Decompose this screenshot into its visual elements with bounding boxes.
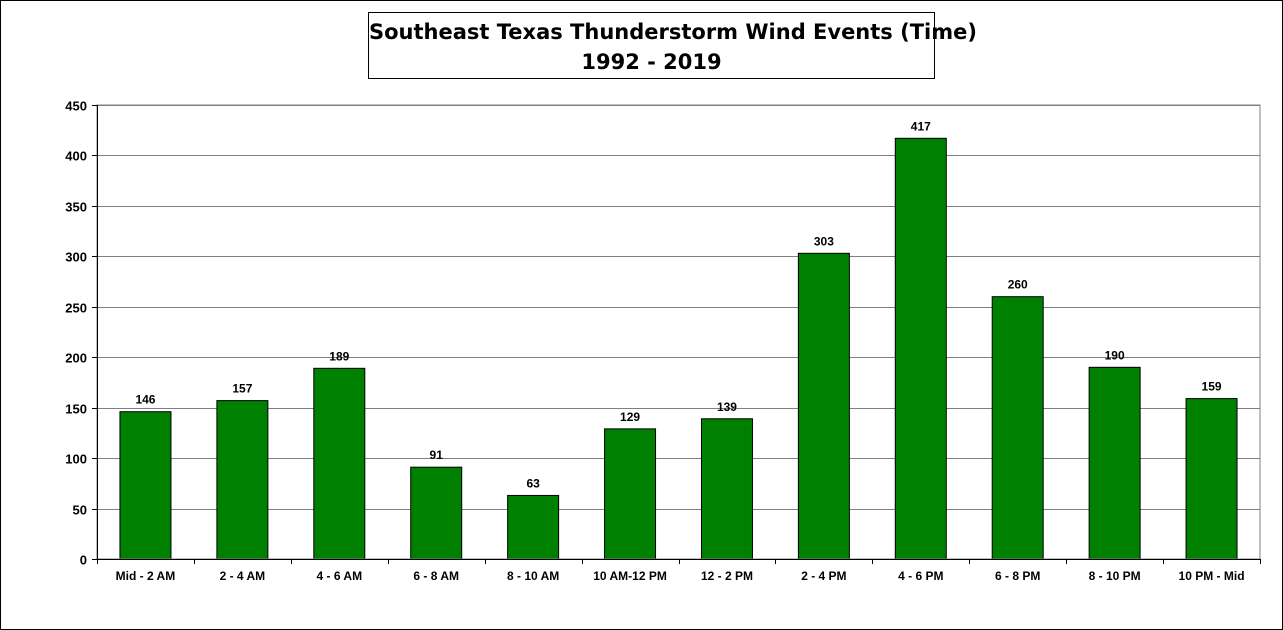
data-label: 189 [329, 349, 349, 363]
y-tick-label: 100 [65, 452, 87, 467]
data-label: 303 [814, 234, 834, 248]
data-label: 159 [1202, 380, 1222, 394]
data-label: 91 [430, 448, 444, 462]
labels: 0 50 100 150 200 250 300 350 400 450 146 Mid - 2 AM… [65, 99, 1244, 584]
bar [1185, 398, 1238, 560]
plot-border [96, 104, 1261, 560]
x-tick-label: 6 - 8 AM [413, 569, 459, 583]
data-label: 146 [135, 393, 155, 407]
x-tick-label: Mid - 2 AM [116, 569, 176, 583]
y-tick-label: 300 [65, 250, 87, 265]
chart-subtitle: 1992 - 2019 [581, 50, 722, 74]
bar [216, 400, 269, 560]
bar [1088, 366, 1141, 560]
x-tick-label: 10 PM - Mid [1179, 569, 1245, 583]
y-tick-label: 50 [73, 503, 87, 518]
bar [797, 252, 850, 560]
x-tick-label: 6 - 8 PM [995, 569, 1040, 583]
bar [894, 137, 947, 560]
data-label: 260 [1008, 278, 1028, 292]
data-label: 417 [911, 119, 931, 133]
bar [313, 367, 366, 560]
data-label: 139 [717, 400, 737, 414]
data-label: 157 [232, 382, 252, 396]
y-tick-label: 200 [65, 351, 87, 366]
bars [119, 137, 1238, 560]
y-tick-label: 150 [65, 402, 87, 417]
axes [92, 104, 1261, 564]
title-box: Southeast Texas Thunderstorm Wind Events… [368, 12, 977, 79]
data-label: 190 [1105, 348, 1125, 362]
data-label: 129 [620, 410, 640, 424]
x-tick-label: 12 - 2 PM [701, 569, 753, 583]
data-label: 63 [526, 476, 540, 490]
y-tick-label: 350 [65, 200, 87, 215]
grid-lines [97, 105, 1260, 510]
x-tick-label: 8 - 10 PM [1089, 569, 1141, 583]
y-tick-label: 450 [65, 99, 87, 114]
bar [119, 411, 172, 560]
x-tick-label: 2 - 4 PM [801, 569, 846, 583]
chart-title: Southeast Texas Thunderstorm Wind Events… [369, 20, 977, 44]
bar [991, 296, 1044, 560]
bar [507, 494, 560, 560]
bar [604, 428, 657, 560]
bar [410, 466, 463, 560]
y-tick-label: 400 [65, 149, 87, 164]
x-tick-label: 10 AM-12 PM [593, 569, 667, 583]
bar [700, 418, 753, 560]
x-tick-label: 2 - 4 AM [220, 569, 266, 583]
x-tick-label: 8 - 10 AM [507, 569, 559, 583]
y-tick-label: 0 [80, 553, 87, 568]
x-tick-label: 4 - 6 AM [317, 569, 363, 583]
x-tick-label: 4 - 6 PM [898, 569, 943, 583]
y-tick-label: 250 [65, 301, 87, 316]
